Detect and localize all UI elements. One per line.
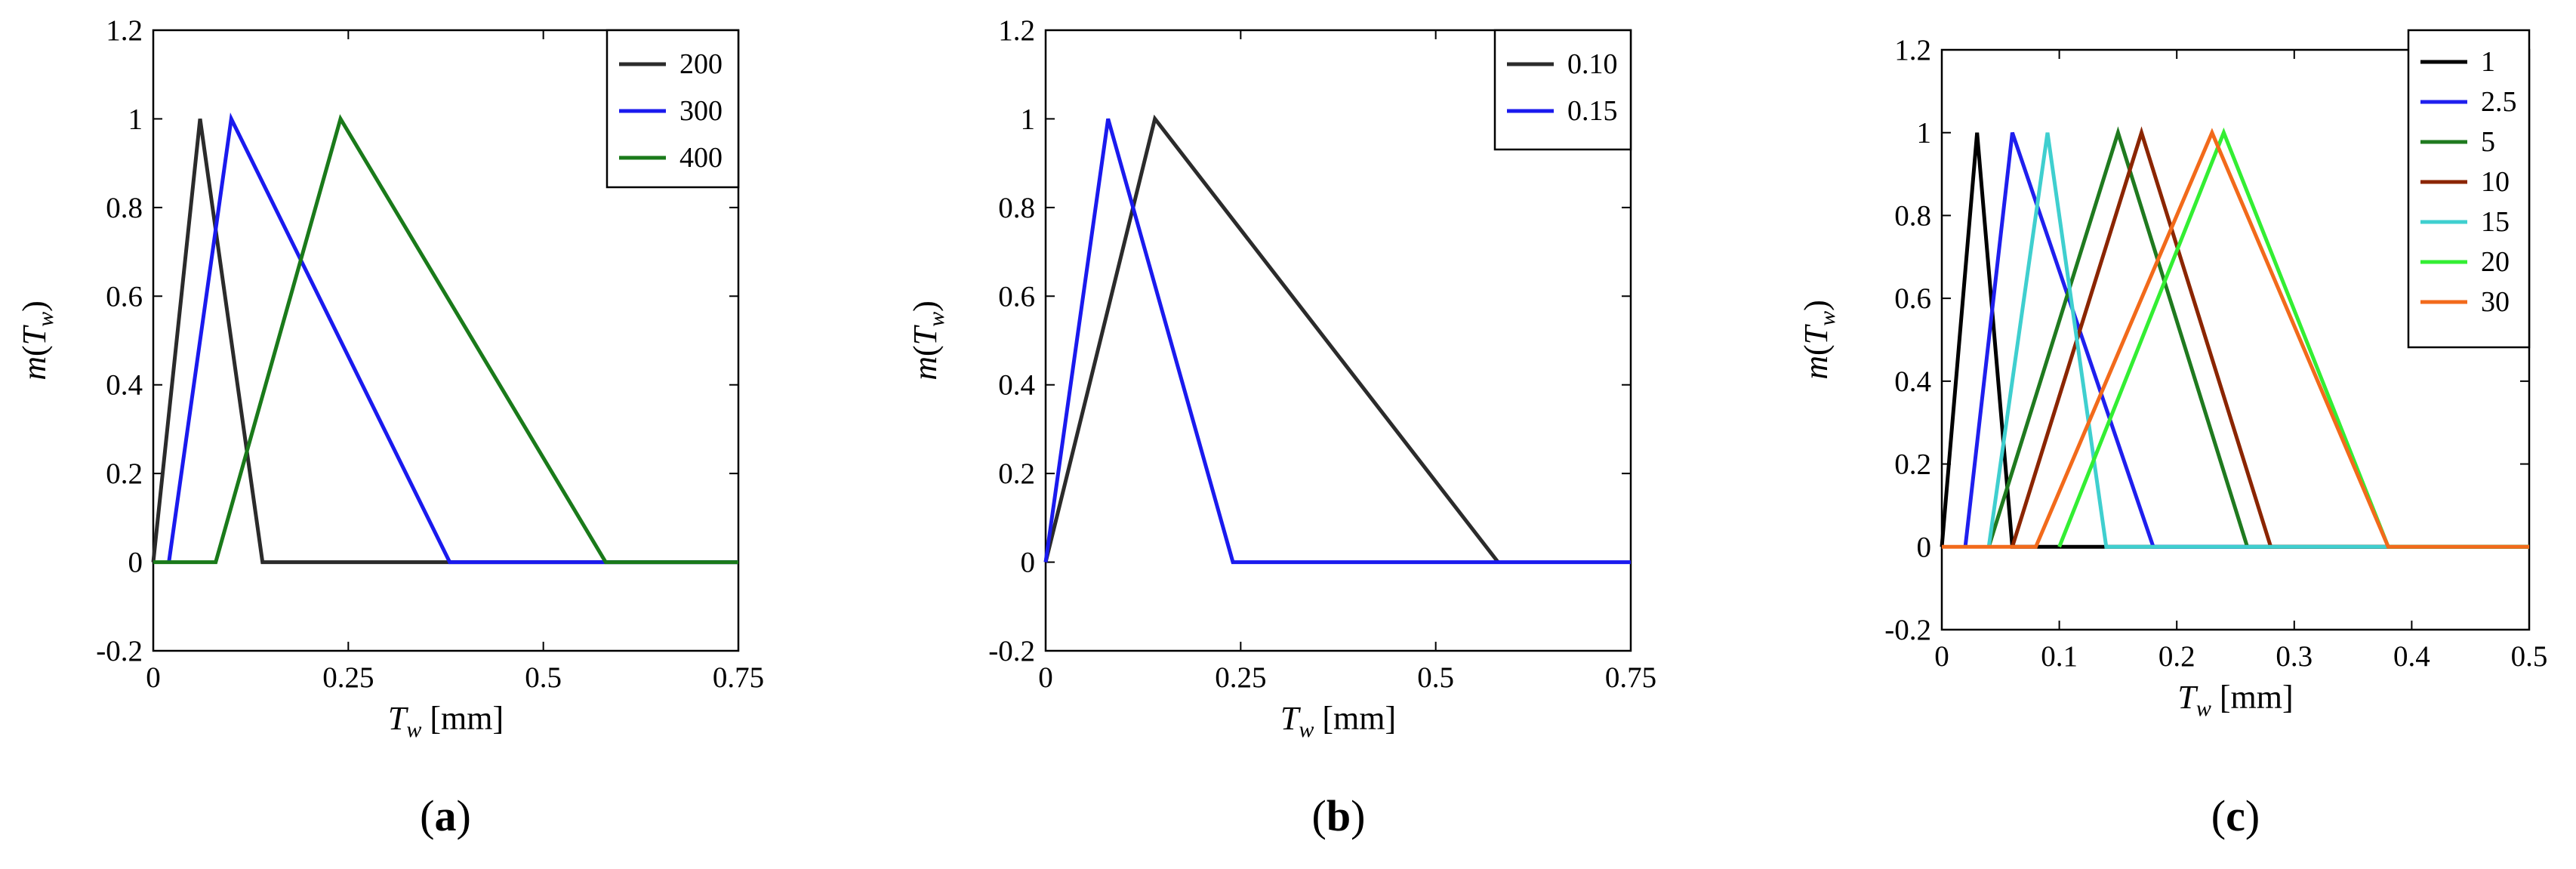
y-tick-label: 0.4 xyxy=(1894,365,1931,398)
y-tick-label: -0.2 xyxy=(96,635,143,667)
legend-label: 300 xyxy=(679,95,723,127)
x-tick-label: 0.75 xyxy=(1605,661,1656,694)
legend-label: 1 xyxy=(2481,46,2495,78)
legend-label: 2.5 xyxy=(2481,86,2517,118)
y-axis-title: m(Tw) xyxy=(16,300,58,381)
y-tick-label: 1.2 xyxy=(1894,34,1931,66)
legend-box xyxy=(605,29,740,189)
x-tick-label: 0.2 xyxy=(2158,640,2195,673)
panel-label: (b) xyxy=(1312,791,1366,840)
x-axis-title: Tw [mm] xyxy=(1280,700,1396,742)
y-tick-label: 0.4 xyxy=(106,369,143,402)
x-tick-label: 0 xyxy=(1934,640,1949,673)
y-tick-label: 1.2 xyxy=(106,14,143,47)
series-line-0-15 xyxy=(1043,118,1631,565)
plot-frame xyxy=(1044,29,1632,652)
y-tick-label: -0.2 xyxy=(1884,614,1931,646)
y-axis-title: m(Tw) xyxy=(1798,300,1840,380)
x-tick-label: 0 xyxy=(1038,661,1053,694)
y-tick-label: 1.2 xyxy=(998,14,1035,47)
legend-label: 200 xyxy=(679,48,723,80)
legend: 1 2.5 5 10 15 20 30 xyxy=(2407,29,2531,349)
legend-label: 400 xyxy=(679,142,723,174)
x-tick-label: 0.1 xyxy=(2041,640,2078,673)
x-tick-label: 0 xyxy=(146,661,161,694)
legend-label: 30 xyxy=(2481,286,2510,318)
legend-box xyxy=(1493,29,1632,151)
panel-b: -0.200.20.40.60.811.20 0.25 0.5 0.750.100.1… xyxy=(907,14,1656,840)
legend-label: 10 xyxy=(2481,166,2510,198)
y-tick-label: 0.2 xyxy=(998,458,1035,490)
panel-label: (c) xyxy=(2211,791,2260,840)
y-tick-label: 0 xyxy=(1917,531,1932,563)
y-tick-label: 0.4 xyxy=(998,369,1035,402)
x-tick-label: 0.5 xyxy=(1417,661,1454,694)
x-tick-label: 0.4 xyxy=(2393,640,2430,673)
series-line-300 xyxy=(167,112,738,565)
y-tick-label: 1 xyxy=(128,103,143,135)
panel-c: -0.200.20.40.60.811.20 0.1 0.2 0.3 0.4 0.512.… xyxy=(1798,29,2548,840)
panel-a: -0.200.20.40.60.811.20 0.25 0.5 0.752003004… xyxy=(16,14,764,840)
y-tick-label: 0.8 xyxy=(998,192,1035,224)
y-tick-label: 1 xyxy=(1917,117,1932,149)
legend-label: 0.10 xyxy=(1567,48,1618,80)
x-tick-label: 0.25 xyxy=(1215,661,1266,694)
legend-label: 5 xyxy=(2481,126,2495,158)
y-tick-label: 0 xyxy=(128,547,143,579)
legend-box xyxy=(2407,29,2531,349)
x-tick-label: 0.5 xyxy=(2511,640,2548,673)
legend: 0.10 0.15 xyxy=(1493,29,1632,151)
series-line-0-10 xyxy=(1043,114,1500,564)
y-tick-label: 0.8 xyxy=(106,192,143,224)
y-axis-title: m(Tw) xyxy=(907,300,949,381)
legend: 200 300 400 xyxy=(605,29,740,189)
y-tick-label: 0.6 xyxy=(1894,282,1931,315)
panel-label: (a) xyxy=(420,791,471,840)
y-tick-label: 0.6 xyxy=(106,280,143,313)
series-line-400 xyxy=(153,114,738,565)
y-tick-label: 0.2 xyxy=(106,458,143,490)
x-axis-title: Tw [mm] xyxy=(388,700,504,742)
legend-label: 20 xyxy=(2481,246,2510,278)
y-tick-label: 0 xyxy=(1021,547,1036,579)
series-line-15 xyxy=(1986,132,2529,549)
x-tick-label: 0.25 xyxy=(322,661,374,694)
x-tick-label: 0.5 xyxy=(525,661,562,694)
y-tick-label: -0.2 xyxy=(988,635,1035,667)
legend-label: 0.15 xyxy=(1567,95,1618,127)
y-tick-label: 1 xyxy=(1021,103,1036,135)
x-axis-title: Tw [mm] xyxy=(2177,679,2293,721)
x-tick-label: 0.3 xyxy=(2276,640,2313,673)
y-tick-label: 0.2 xyxy=(1894,448,1931,481)
x-tick-label: 0.75 xyxy=(713,661,764,694)
y-tick-label: 0.8 xyxy=(1894,199,1931,232)
y-tick-label: 0.6 xyxy=(998,280,1035,313)
plot-frame xyxy=(152,29,740,652)
series-line-30 xyxy=(1942,128,2529,549)
legend-label: 15 xyxy=(2481,206,2510,238)
